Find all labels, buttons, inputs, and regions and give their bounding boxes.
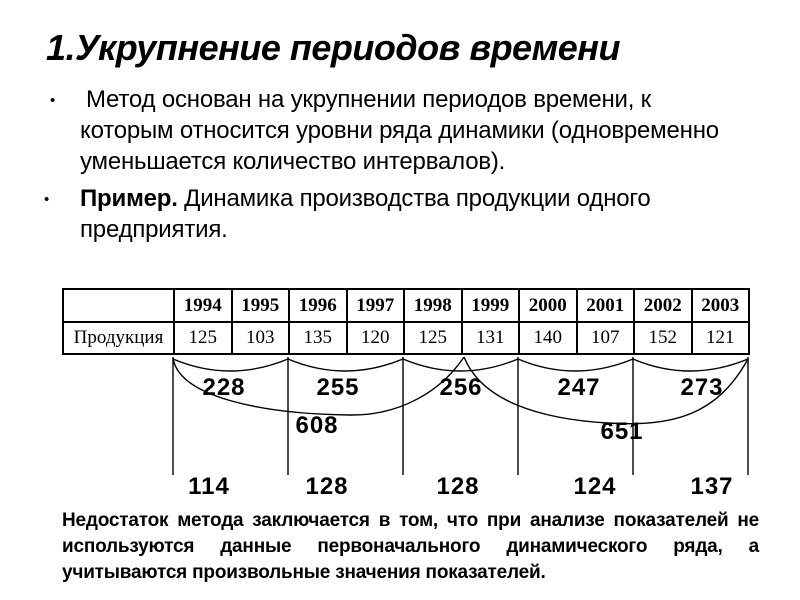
row-label-cell: Продукция xyxy=(62,321,175,355)
year-header-cell: 1997 xyxy=(345,288,405,323)
pair-average-label: 128 xyxy=(436,473,479,500)
five-year-brace-curve xyxy=(463,357,749,425)
year-header-cell: 1998 xyxy=(403,288,463,323)
production-table: 1994 1995 1996 1997 1998 1999 2000 2001 … xyxy=(62,288,750,355)
value-cell: 125 xyxy=(403,321,463,355)
pair-brace-arc xyxy=(402,358,519,372)
value-cell: 120 xyxy=(345,321,405,355)
bullet-icon: • xyxy=(44,191,50,208)
pair-sum-label: 247 xyxy=(557,374,600,401)
bullet-lead: Пример. xyxy=(80,185,178,212)
bullet-list: • Метод основан на укрупнении периодов в… xyxy=(36,84,736,245)
value-cell: 135 xyxy=(288,321,348,355)
year-header-cell: 2002 xyxy=(633,288,693,323)
pair-average-label: 128 xyxy=(305,473,348,500)
value-cell: 121 xyxy=(690,321,750,355)
five-year-sum-label: 608 xyxy=(295,412,338,439)
year-header-cell: 1999 xyxy=(460,288,520,323)
bullet-item-method: • Метод основан на укрупнении периодов в… xyxy=(36,84,725,177)
year-header-cell: 1994 xyxy=(173,288,233,323)
value-cell: 107 xyxy=(575,321,635,355)
pair-average-label: 114 xyxy=(188,473,230,500)
footer-note: Недостаток метода заключается в том, что… xyxy=(62,510,759,583)
grouping-diagram: 228 255 256 247 273 608 651 114 128 128 … xyxy=(172,357,749,500)
five-year-sum-label: 651 xyxy=(600,418,643,445)
pair-brace-arc xyxy=(287,358,404,372)
bullet-text: Динамика производства продукции одного п… xyxy=(80,185,651,243)
year-header-cell: 2001 xyxy=(575,288,635,323)
year-header-cell: 2003 xyxy=(690,288,750,323)
pair-sum-label: 273 xyxy=(680,374,723,401)
year-header-cell: 2000 xyxy=(518,288,578,323)
five-year-brace-curve xyxy=(172,357,465,416)
pair-brace-arc xyxy=(172,358,289,372)
bullet-icon: • xyxy=(50,92,56,109)
table-value-row: Продукция 125 103 135 120 125 131 140 10… xyxy=(62,321,750,355)
pair-sum-label: 228 xyxy=(202,374,245,401)
value-cell: 140 xyxy=(518,321,578,355)
corner-cell xyxy=(62,288,175,323)
pair-sum-label: 255 xyxy=(316,374,359,401)
bullet-item-example: • Пример. Динамика производства продукци… xyxy=(36,183,725,245)
pair-average-label: 137 xyxy=(690,473,733,500)
value-cell: 103 xyxy=(230,321,290,355)
value-cell: 131 xyxy=(460,321,520,355)
bullet-text: Метод основан на укрупнении периодов вре… xyxy=(80,86,719,175)
year-header-cell: 1996 xyxy=(288,288,348,323)
year-header-cell: 1995 xyxy=(230,288,290,323)
page-title: 1.Укрупнение периодов времени xyxy=(46,27,620,68)
table-header-row: 1994 1995 1996 1997 1998 1999 2000 2001 … xyxy=(62,288,750,323)
value-cell: 152 xyxy=(633,321,693,355)
pair-average-label: 124 xyxy=(573,473,616,500)
pair-brace-arc xyxy=(632,358,749,372)
pair-brace-arc xyxy=(517,358,634,372)
pair-sum-label: 256 xyxy=(439,374,482,401)
value-cell: 125 xyxy=(173,321,233,355)
